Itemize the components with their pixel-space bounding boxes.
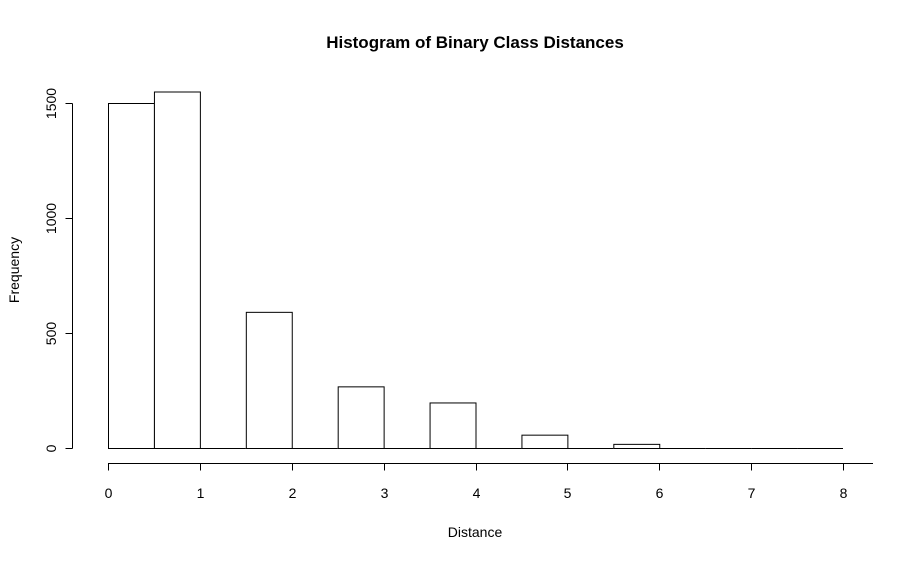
chart-title: Histogram of Binary Class Distances [326, 33, 624, 52]
y-tick-label: 500 [43, 322, 59, 346]
x-axis-label: Distance [448, 524, 503, 540]
x-tick-label: 8 [840, 485, 848, 501]
histogram-bar [108, 103, 155, 449]
y-tick-label: 1000 [43, 203, 59, 234]
histogram-bar [613, 443, 661, 449]
y-tick-label: 1500 [43, 88, 59, 119]
bars-group [108, 91, 843, 450]
histogram-bar [521, 434, 569, 450]
x-tick-label: 7 [748, 485, 756, 501]
histogram-bar [153, 91, 201, 449]
x-axis: 0 1 2 3 4 5 6 7 8 [105, 463, 873, 501]
histogram-bar [245, 311, 293, 449]
x-tick-label: 0 [105, 485, 113, 501]
x-tick-label: 1 [197, 485, 205, 501]
y-tick-label: 0 [43, 444, 59, 452]
x-tick-label: 3 [381, 485, 389, 501]
x-tick-label: 4 [473, 485, 481, 501]
y-axis: 0 500 1000 1500 [43, 88, 73, 452]
x-tick-label: 5 [564, 485, 572, 501]
histogram-bar [337, 386, 385, 449]
x-tick-label: 6 [656, 485, 664, 501]
y-axis-label: Frequency [6, 237, 22, 303]
histogram-bar [429, 402, 477, 449]
x-tick-label: 2 [289, 485, 297, 501]
